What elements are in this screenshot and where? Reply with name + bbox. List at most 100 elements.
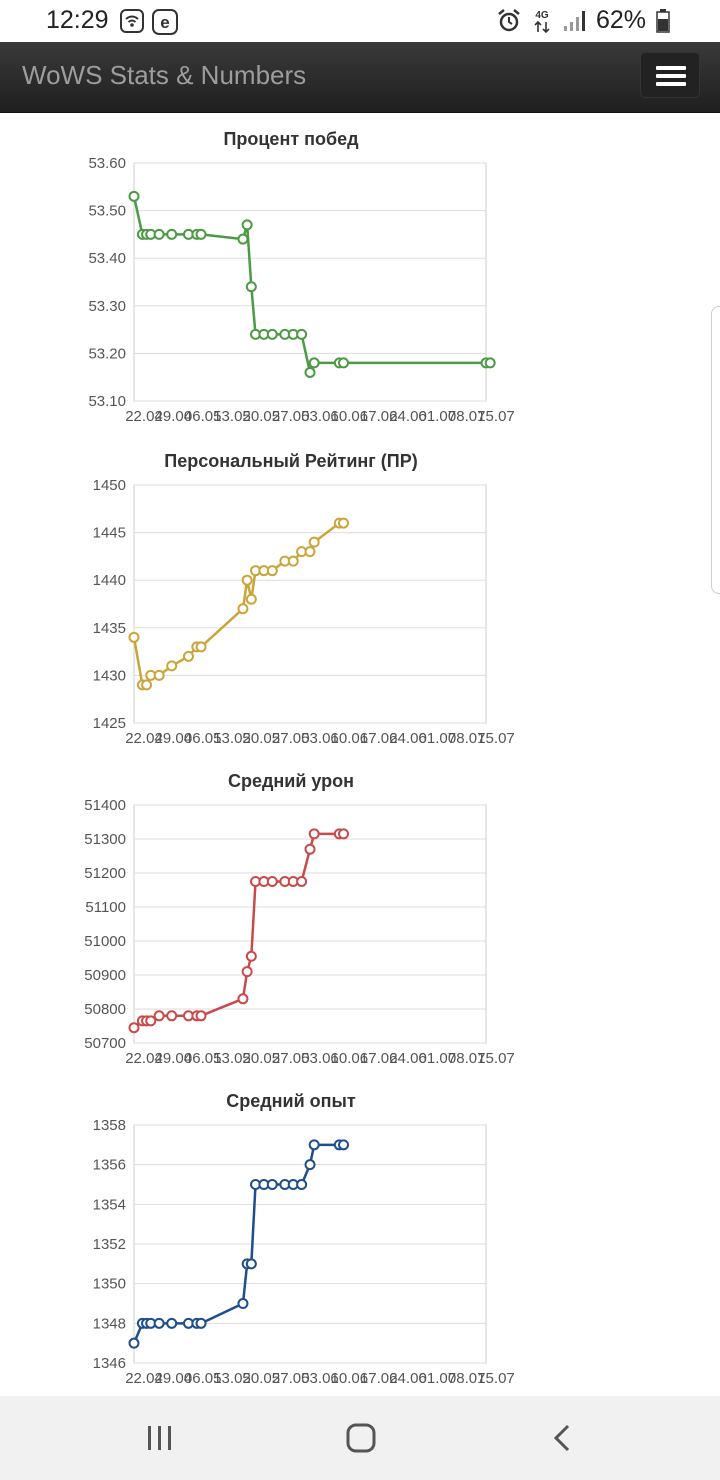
y-tick-label: 1348 — [93, 1315, 126, 1332]
data-point — [166, 1010, 178, 1022]
x-tick-label: 03.06 — [301, 730, 339, 747]
x-tick-label: 10.06 — [331, 1370, 369, 1387]
y-tick-label: 53.10 — [88, 393, 126, 410]
x-tick-label: 22.04 — [125, 408, 163, 425]
menu-button[interactable] — [640, 52, 700, 98]
e-badge-icon: e — [152, 9, 178, 35]
x-tick-label: 29.04 — [155, 730, 193, 747]
chart-title: Средний урон — [228, 771, 354, 791]
x-tick-label: 13.05 — [213, 730, 251, 747]
hamburger-menu-icon-bar — [656, 74, 686, 78]
data-point — [141, 679, 153, 691]
x-tick-label: 03.06 — [301, 408, 339, 425]
chart-title: Персональный Рейтинг (ПР) — [164, 451, 417, 471]
y-tick-label: 51300 — [84, 831, 126, 848]
hamburger-menu-icon — [656, 66, 686, 70]
data-point — [166, 660, 178, 672]
app-header: WoWS Stats & Numbers — [0, 42, 720, 113]
x-tick-label: 01.07 — [419, 1370, 457, 1387]
back-icon[interactable] — [544, 1418, 584, 1458]
chart-title: Процент побед — [223, 129, 359, 149]
y-tick-label: 53.60 — [88, 155, 126, 172]
data-point — [338, 517, 350, 529]
data-point — [304, 1159, 316, 1171]
y-tick-label: 1352 — [93, 1236, 126, 1253]
data-point — [195, 1010, 207, 1022]
x-tick-label: 15.07 — [477, 408, 515, 425]
x-tick-label: 17.06 — [360, 1050, 398, 1067]
data-point — [338, 1139, 350, 1151]
status-left-icons: e — [120, 9, 178, 35]
x-tick-label: 24.06 — [389, 730, 427, 747]
chart-average-damage: Средний урон 51400 51300 51200 51100 51000 509… — [0, 763, 580, 1083]
charts-content: Процент побед 53.60 53.50 53.40 53.30 53.20 53… — [0, 113, 720, 1396]
x-tick-label: 29.04 — [155, 1050, 193, 1067]
data-point — [153, 1010, 165, 1022]
app-title[interactable]: WoWS Stats & Numbers — [22, 60, 307, 90]
data-point — [128, 1337, 140, 1349]
home-icon[interactable] — [341, 1418, 381, 1458]
y-tick-label: 1358 — [93, 1117, 126, 1134]
data-point — [195, 641, 207, 653]
x-tick-label: 22.04 — [125, 1370, 163, 1387]
x-tick-label: 06.05 — [184, 1050, 222, 1067]
x-tick-label: 03.06 — [301, 1050, 339, 1067]
data-point — [308, 536, 320, 548]
x-tick-label: 22.04 — [125, 730, 163, 747]
data-point — [338, 828, 350, 840]
data-point — [245, 593, 257, 605]
x-tick-label: 10.06 — [331, 408, 369, 425]
y-tick-label: 1445 — [93, 525, 126, 542]
x-tick-label: 27.05 — [272, 1050, 310, 1067]
x-tick-label: 10.06 — [331, 730, 369, 747]
data-point — [166, 1317, 178, 1329]
y-tick-label: 1440 — [93, 572, 126, 589]
data-point — [308, 1139, 320, 1151]
data-point — [153, 1317, 165, 1329]
data-point — [296, 1179, 308, 1190]
x-tick-label: 17.06 — [360, 408, 398, 425]
data-point — [237, 603, 249, 615]
data-point — [128, 1022, 140, 1034]
y-tick-label: 51100 — [85, 899, 126, 916]
data-point — [304, 843, 316, 855]
x-tick-label: 01.07 — [419, 730, 457, 747]
4g-icon: 4G — [534, 10, 550, 33]
y-tick-label: 51400 — [84, 797, 126, 814]
data-point — [237, 233, 249, 245]
data-point — [153, 669, 165, 681]
y-tick-label: 53.20 — [88, 345, 126, 362]
recents-icon[interactable] — [140, 1418, 180, 1458]
x-tick-label: 06.05 — [184, 730, 222, 747]
chart-svg: Процент побед 53.60 53.50 53.40 53.30 53.20 53… — [88, 129, 515, 425]
data-point — [304, 546, 316, 558]
data-point — [245, 1258, 257, 1270]
x-tick-label: 29.04 — [155, 1370, 193, 1387]
y-tick-label: 1430 — [93, 667, 126, 684]
chart-svg: Средний опыт 1358 1356 1354 1352 1350 1348 1346… — [93, 1091, 515, 1387]
battery-icon — [656, 8, 670, 33]
signal-icon — [563, 10, 585, 31]
data-point — [195, 1317, 207, 1329]
x-tick-label: 20.05 — [243, 1050, 281, 1067]
y-tick-label: 50900 — [84, 967, 126, 984]
network-label: 4G — [535, 10, 549, 21]
data-point — [296, 328, 308, 340]
y-tick-label: 1350 — [93, 1276, 126, 1293]
y-tick-label: 53.30 — [88, 298, 126, 315]
data-point — [128, 631, 140, 643]
status-bar: 12:29 e 4G 62% — [0, 0, 720, 42]
data-point — [308, 357, 320, 369]
y-tick-label: 50800 — [84, 1001, 126, 1018]
data-point — [237, 1298, 249, 1309]
plot-area — [133, 804, 487, 1044]
x-tick-label: 01.07 — [419, 408, 457, 425]
x-tick-label: 06.05 — [184, 1370, 222, 1387]
x-tick-label: 08.07 — [448, 1050, 486, 1067]
data-point — [153, 228, 165, 240]
data-point — [266, 565, 278, 577]
scroll-handle[interactable] — [711, 306, 720, 594]
data-point — [304, 366, 316, 378]
x-tick-label: 20.05 — [243, 408, 281, 425]
x-tick-label: 13.05 — [213, 1370, 251, 1387]
